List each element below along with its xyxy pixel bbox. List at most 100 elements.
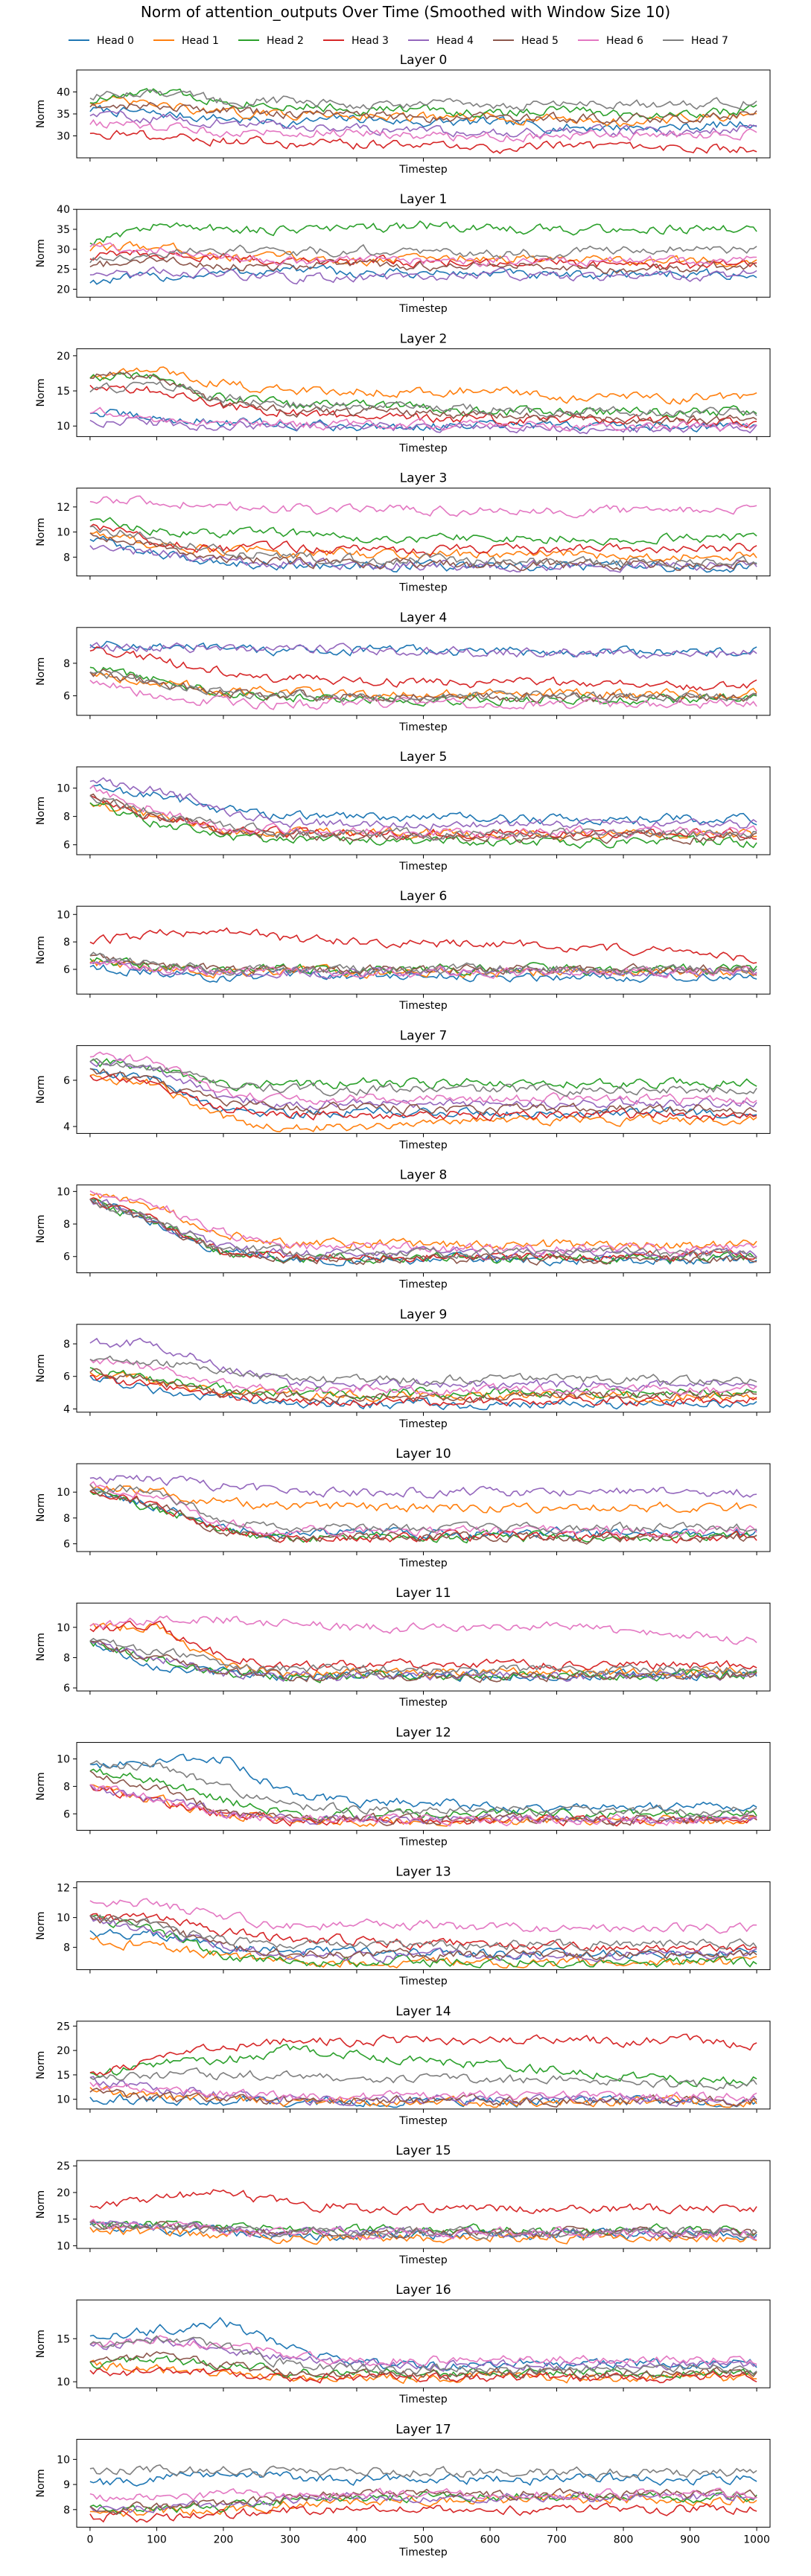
y-tick-label: 8 xyxy=(63,658,70,670)
legend-item: Head 2 xyxy=(238,35,304,47)
series-line xyxy=(89,1484,757,1535)
series-line xyxy=(89,1753,757,1814)
x-axis-label: Timestep xyxy=(398,861,448,873)
legend-item: Head 7 xyxy=(663,35,728,47)
layer-subplot: Layer 17 8 9 10 Norm 0 100 200 300 400 500 600 700 80… xyxy=(35,2422,771,2558)
x-axis-label: Timestep xyxy=(398,1976,448,1988)
y-tick-label: 6 xyxy=(63,1539,70,1551)
legend-item: Head 4 xyxy=(408,35,474,47)
series-line xyxy=(89,1768,757,1822)
y-tick-label: 10 xyxy=(57,1487,70,1499)
x-tick-label: 200 xyxy=(214,2534,234,2545)
layer-subplot: Layer 2 10 15 20 Norm Timestep xyxy=(35,331,771,454)
series-line xyxy=(89,1914,757,1969)
series-line xyxy=(89,243,757,264)
series-line xyxy=(89,1057,757,1097)
y-tick-label: 10 xyxy=(57,783,70,795)
subplot-title: Layer 10 xyxy=(395,1447,451,1461)
y-tick-label: 15 xyxy=(57,2070,70,2082)
series-line xyxy=(89,1196,757,1263)
series-line xyxy=(89,240,757,268)
layer-subplot: Layer 16 10 15 Norm Timestep xyxy=(35,2283,771,2406)
y-tick-label: 4 xyxy=(63,1403,70,1415)
x-axis-label: Timestep xyxy=(398,2546,448,2558)
series-line xyxy=(89,1051,757,1106)
y-tick-label: 10 xyxy=(57,421,70,433)
series-line xyxy=(89,104,757,134)
series-line xyxy=(89,2491,757,2513)
y-tick-label: 25 xyxy=(57,264,70,276)
series-line xyxy=(89,2493,757,2517)
layer-subplot: Layer 7 4 6 Norm Timestep xyxy=(35,1028,771,1151)
subplot-title: Layer 4 xyxy=(400,610,448,625)
y-tick-label: 10 xyxy=(57,909,70,921)
y-tick-label: 9 xyxy=(63,2479,70,2491)
series-line xyxy=(89,777,757,832)
y-tick-label: 10 xyxy=(57,1754,70,1766)
series-line xyxy=(89,495,757,519)
x-axis-label: Timestep xyxy=(398,442,448,454)
series-line xyxy=(89,2219,757,2241)
series-line xyxy=(89,963,757,983)
series-line xyxy=(89,1474,757,1499)
x-tick-label: 900 xyxy=(680,2534,700,2545)
layer-subplot: Layer 13 8 10 12 Norm Timestep xyxy=(35,1865,771,1988)
y-tick-label: 8 xyxy=(63,1781,70,1793)
layer-subplot: Layer 3 8 10 12 Norm Timestep xyxy=(35,471,771,594)
series-line xyxy=(89,1784,757,1827)
series-line xyxy=(89,526,757,569)
subplot-title: Layer 2 xyxy=(400,331,448,346)
series-line xyxy=(89,1489,757,1545)
series-line xyxy=(89,794,757,841)
series-line xyxy=(89,1770,757,1827)
x-axis-label: Timestep xyxy=(398,164,448,176)
y-axis-label: Norm xyxy=(35,1633,47,1661)
legend-label: Head 0 xyxy=(97,35,134,47)
series-line xyxy=(89,380,757,418)
series-line xyxy=(89,2044,757,2088)
legend-label: Head 1 xyxy=(182,35,219,47)
y-tick-label: 6 xyxy=(63,1075,70,1087)
series-line xyxy=(89,2225,757,2245)
layer-subplot: Layer 8 6 8 10 Norm Timestep xyxy=(35,1168,771,1291)
series-line xyxy=(89,372,757,418)
x-axis-label: Timestep xyxy=(398,1139,448,1151)
series-line xyxy=(89,2470,757,2487)
series-line xyxy=(89,1640,757,1683)
layer-subplot: Layer 0 30 35 40 Norm Timestep xyxy=(35,53,771,176)
series-line xyxy=(89,89,757,111)
y-tick-label: 8 xyxy=(63,937,70,949)
y-tick-label: 35 xyxy=(57,224,70,236)
y-tick-label: 40 xyxy=(57,87,70,99)
series-line xyxy=(89,1914,757,1952)
series-line xyxy=(89,2221,757,2240)
y-tick-label: 35 xyxy=(57,109,70,121)
legend-label: Head 5 xyxy=(521,35,559,47)
subplot-title: Layer 15 xyxy=(395,2143,451,2158)
series-line xyxy=(89,1488,757,1541)
subplot-title: Layer 9 xyxy=(400,1307,448,1322)
y-tick-label: 6 xyxy=(63,1371,70,1383)
y-tick-label: 40 xyxy=(57,204,70,216)
y-tick-label: 12 xyxy=(57,1883,70,1895)
series-line xyxy=(89,1481,757,1538)
y-axis-label: Norm xyxy=(35,1215,47,1243)
y-axis-label: Norm xyxy=(35,1912,47,1940)
y-tick-label: 12 xyxy=(57,502,70,514)
series-line xyxy=(89,927,757,964)
y-tick-label: 10 xyxy=(57,527,70,539)
series-line xyxy=(89,266,757,285)
y-tick-label: 8 xyxy=(63,1652,70,1664)
series-line xyxy=(89,1190,757,1256)
y-tick-label: 8 xyxy=(63,812,70,823)
series-line xyxy=(89,1491,757,1544)
x-tick-label: 400 xyxy=(347,2534,367,2545)
series-line xyxy=(89,1936,757,1969)
x-tick-label: 500 xyxy=(413,2534,433,2545)
y-tick-label: 10 xyxy=(57,1913,70,1925)
y-axis-label: Norm xyxy=(35,518,47,546)
subplot-title: Layer 6 xyxy=(400,889,448,904)
x-tick-label: 800 xyxy=(614,2534,634,2545)
y-tick-label: 6 xyxy=(63,1252,70,1263)
